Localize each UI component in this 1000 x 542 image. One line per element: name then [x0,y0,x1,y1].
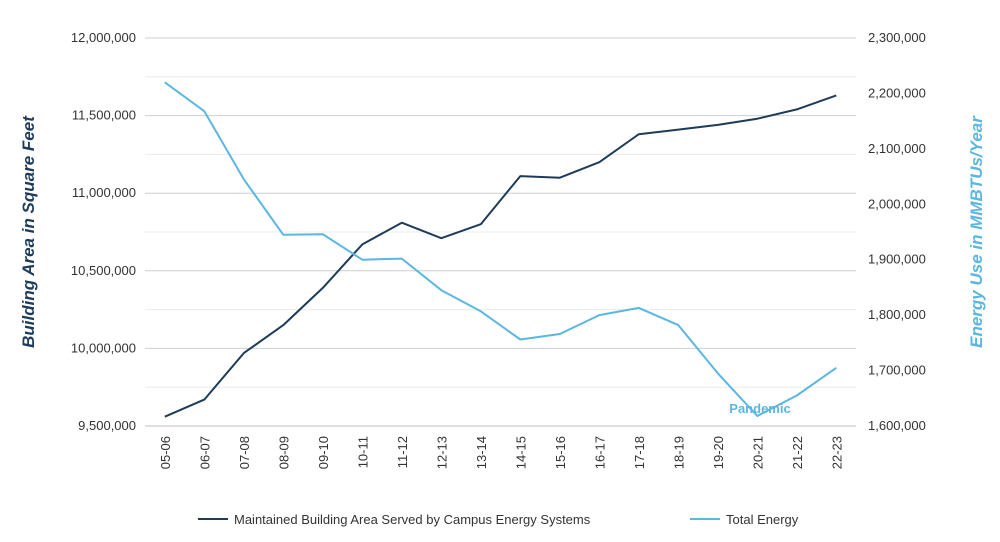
gridlines [145,37,856,427]
x-tick-label: 09-10 [316,436,331,469]
legend: Maintained Building Area Served by Campu… [198,512,799,527]
left-axis-ticks: 9,500,000 10,000,000 10,500,000 11,000,000 1… [71,30,136,433]
right-tick-label: 2,300,000 [868,30,926,45]
x-tick-label: 12-13 [434,436,449,469]
right-tick-label: 1,700,000 [868,363,926,378]
right-axis-title: Energy Use in MMBTUs/Year [967,115,986,348]
x-tick-label: 19-20 [711,436,726,469]
x-tick-label: 15-16 [553,436,568,469]
left-tick-label: 11,000,000 [72,185,136,200]
x-tick-label: 17-18 [632,436,647,469]
legend-label-energy: Total Energy [726,512,799,527]
left-tick-label: 10,000,000 [71,340,136,355]
legend-label-building: Maintained Building Area Served by Campu… [234,512,591,527]
x-tick-label: 08-09 [276,436,291,469]
x-tick-label: 16-17 [592,436,607,469]
x-tick-label: 07-08 [237,436,252,469]
x-tick-label: 21-22 [790,436,805,469]
left-tick-label: 12,000,000 [71,30,136,45]
right-tick-label: 2,000,000 [868,196,926,211]
right-tick-label: 1,800,000 [868,307,926,322]
left-tick-label: 10,500,000 [71,263,136,278]
x-tick-label: 05-06 [158,436,173,469]
pandemic-annotation: Pandemic [729,401,790,416]
x-tick-label: 14-15 [513,436,528,469]
left-tick-label: 9,500,000 [78,418,136,433]
x-tick-label: 22-23 [829,436,844,469]
x-tick-label: 06-07 [197,436,212,469]
series-line-total-energy [164,81,837,417]
right-tick-label: 1,900,000 [868,252,926,267]
right-axis-ticks: 1,600,000 1,700,000 1,800,000 1,900,000 2,00… [868,30,926,433]
series-lines [164,81,837,418]
right-tick-label: 2,200,000 [868,85,926,100]
x-tick-label: 10-11 [355,436,370,468]
x-tick-label: 18-19 [671,436,686,469]
right-tick-label: 2,100,000 [868,141,926,156]
x-tick-label: 13-14 [474,436,489,469]
right-tick-label: 1,600,000 [868,418,926,433]
x-tick-label: 20-21 [750,436,765,469]
left-tick-label: 11,500,000 [72,108,136,123]
x-tick-label: 11-12 [395,436,410,468]
series-line-building-area [164,94,837,418]
left-axis-title: Building Area in Square Feet [19,115,38,348]
x-axis-ticks: 05-06 06-07 07-08 08-09 09-10 10-11 11-12 12-13… [158,436,845,469]
